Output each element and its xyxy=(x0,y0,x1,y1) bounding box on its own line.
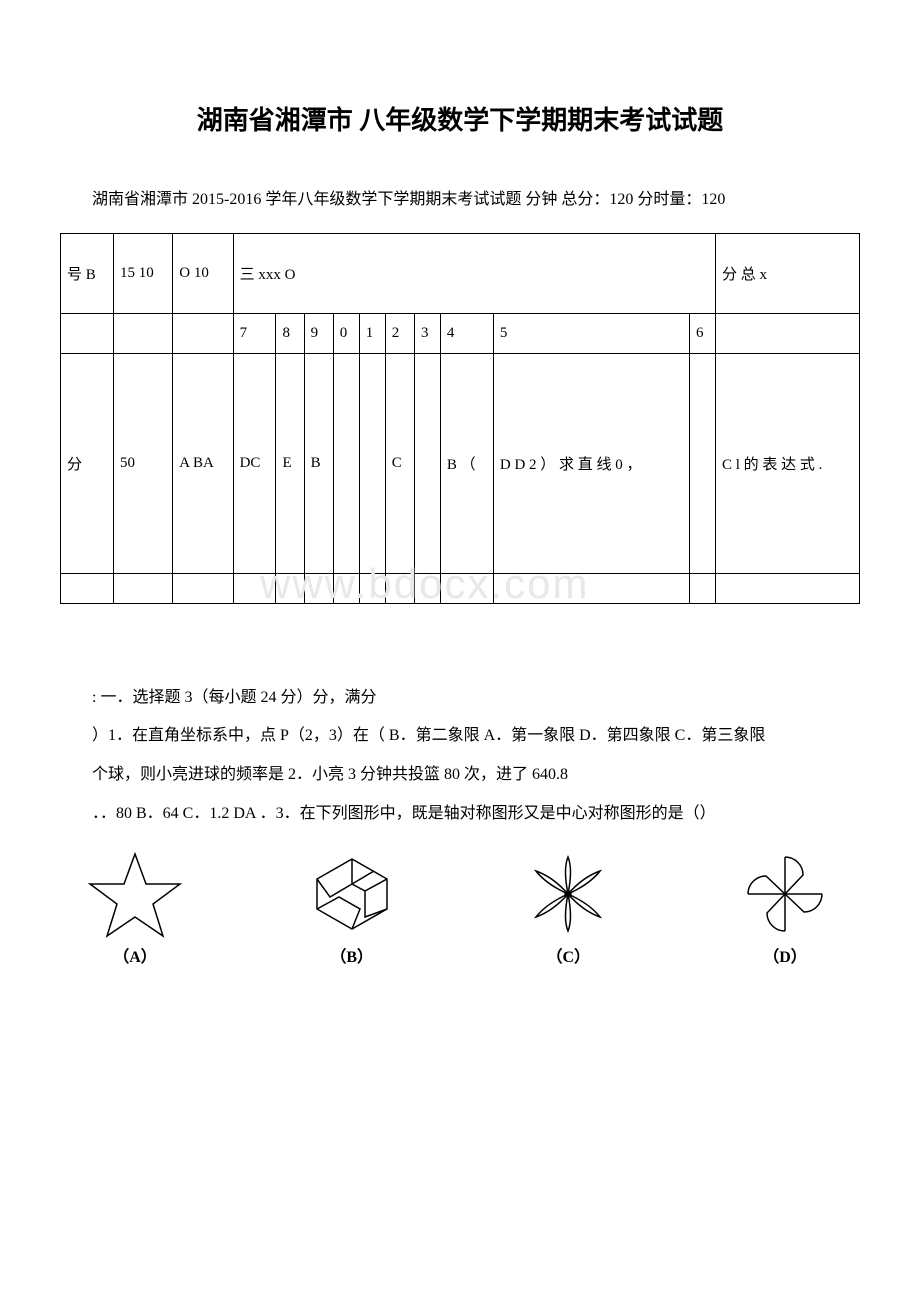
table-cell xyxy=(716,573,860,603)
table-cell: 7 xyxy=(233,313,276,353)
table-cell xyxy=(113,313,172,353)
table-cell: 5 xyxy=(493,313,689,353)
table-cell xyxy=(113,573,172,603)
table-cell: B xyxy=(304,353,333,573)
shape-option-a: （A） xyxy=(80,849,190,967)
table-cell xyxy=(414,573,440,603)
table-cell xyxy=(173,573,233,603)
shape-label: （D） xyxy=(763,943,807,967)
paragraph: 个球，则小亮进球的频率是 2．小亮 3 分钟共投篮 80 次，进了 640.8 xyxy=(60,761,860,790)
table-cell: 4 xyxy=(440,313,493,353)
shape-options-row: （A） （B） xyxy=(60,849,860,967)
table-cell: 6 xyxy=(690,313,716,353)
pinwheel-icon xyxy=(730,849,840,939)
table-cell: C xyxy=(385,353,414,573)
page-title: 湖南省湘潭市 八年级数学下学期期末考试试题 xyxy=(60,100,860,137)
shape-label: （C） xyxy=(547,943,591,967)
table-cell: 3 xyxy=(414,313,440,353)
table-cell: C l 的 表 达 式 . xyxy=(716,353,860,573)
score-table: 号 B 15 10 O 10 三 xxx O 分 总 x 7 8 9 0 1 2… xyxy=(60,233,860,604)
table-cell: DC xyxy=(233,353,276,573)
paragraph: : 一．选择题 3（每小题 24 分）分，满分 xyxy=(60,684,860,713)
table-row: 分 50 A BA DC E B C B （ D D 2 ） 求 直 线 0 ，… xyxy=(61,353,860,573)
table-cell: D D 2 ） 求 直 线 0 ， xyxy=(493,353,689,573)
table-cell: 分 xyxy=(61,353,114,573)
shape-option-d: （D） xyxy=(730,849,840,967)
table-cell: 9 xyxy=(304,313,333,353)
table-cell xyxy=(233,573,276,603)
table-cell: E xyxy=(276,353,304,573)
table-cell: B （ xyxy=(440,353,493,573)
table-row: 7 8 9 0 1 2 3 4 5 6 xyxy=(61,313,860,353)
table-cell xyxy=(414,353,440,573)
hex-knot-icon xyxy=(297,849,407,939)
table-cell xyxy=(333,353,359,573)
table-cell xyxy=(385,573,414,603)
table-cell xyxy=(359,353,385,573)
table-cell: 号 B xyxy=(61,233,114,313)
shape-option-b: （B） xyxy=(297,849,407,967)
table-cell xyxy=(333,573,359,603)
shape-label: （B） xyxy=(330,943,373,967)
table-cell: 2 xyxy=(385,313,414,353)
table-cell xyxy=(690,573,716,603)
table-cell xyxy=(716,313,860,353)
table-cell xyxy=(493,573,689,603)
table-cell: 三 xxx O xyxy=(233,233,715,313)
table-cell: O 10 xyxy=(173,233,233,313)
shape-option-c: （C） xyxy=(513,849,623,967)
table-cell xyxy=(304,573,333,603)
table-cell xyxy=(690,353,716,573)
table-cell xyxy=(359,573,385,603)
table-row: 号 B 15 10 O 10 三 xxx O 分 总 x xyxy=(61,233,860,313)
table-cell: 8 xyxy=(276,313,304,353)
table-cell xyxy=(440,573,493,603)
table-cell: 50 xyxy=(113,353,172,573)
table-cell: A BA xyxy=(173,353,233,573)
table-cell: 分 总 x xyxy=(716,233,860,313)
paragraph: ）1．在直角坐标系中，点 P（2，3）在（ B．第二象限 A．第一象限 D．第四… xyxy=(60,722,860,751)
shape-label: （A） xyxy=(113,943,157,967)
table-cell xyxy=(173,313,233,353)
table-cell: 0 xyxy=(333,313,359,353)
table-cell xyxy=(61,313,114,353)
table-row xyxy=(61,573,860,603)
table-cell: 1 xyxy=(359,313,385,353)
paragraph: ．．80 B．64 C．1.2 DA ．3．在下列图形中，既是轴对称图形又是中心… xyxy=(60,800,860,829)
question-block: : 一．选择题 3（每小题 24 分）分，满分 ）1．在直角坐标系中，点 P（2… xyxy=(60,684,860,967)
table-cell: 15 10 xyxy=(113,233,172,313)
table-cell xyxy=(61,573,114,603)
table-cell xyxy=(276,573,304,603)
flower-icon xyxy=(513,849,623,939)
subtitle-text: 湖南省湘潭市 2015-2016 学年八年级数学下学期期末考试试题 分钟 总分：… xyxy=(60,187,860,213)
star-icon xyxy=(80,849,190,939)
